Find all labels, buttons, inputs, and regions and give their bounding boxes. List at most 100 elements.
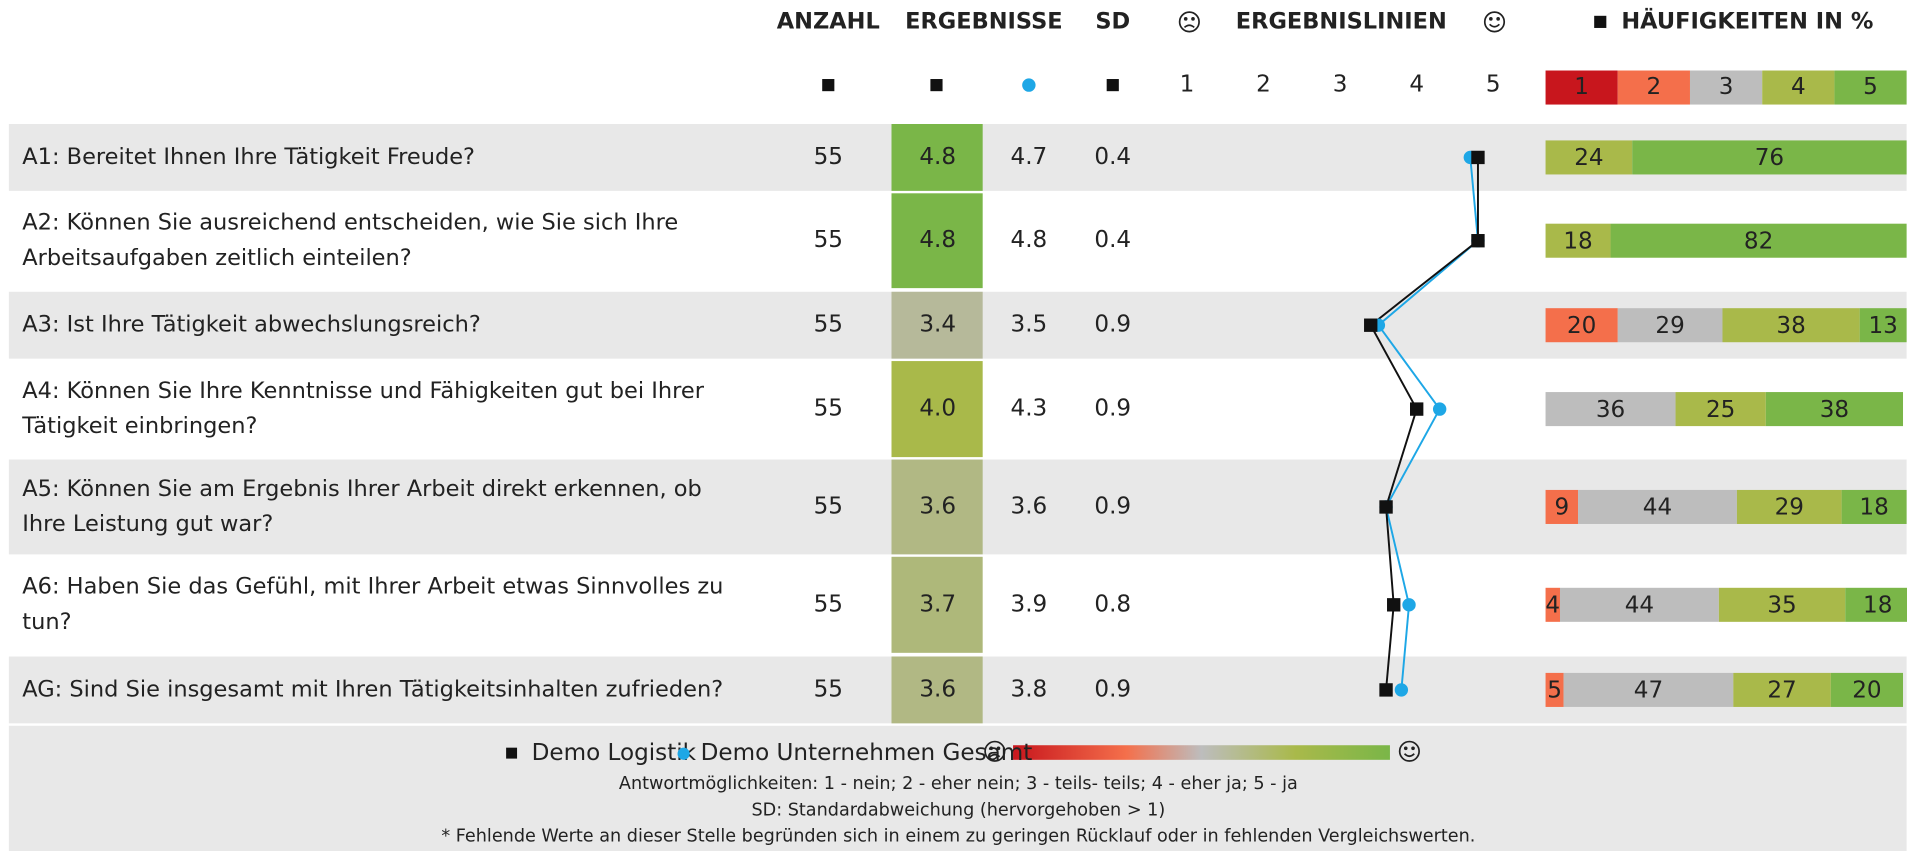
result-cell <box>891 656 983 724</box>
frequency-label: 9 <box>1554 495 1569 521</box>
frequency-segment <box>1718 587 1846 622</box>
result-cell <box>891 124 983 191</box>
scale-label: 1 <box>1180 72 1195 98</box>
sd: 0.8 <box>1094 591 1131 617</box>
result: 4.8 <box>919 144 956 170</box>
legend-label: Demo Logistik <box>532 740 697 766</box>
frequency-label: 4 <box>1545 593 1560 619</box>
note: Antwortmöglichkeiten: 1 - nein; 2 - eher… <box>619 774 1298 794</box>
footer-bg <box>8 725 1907 851</box>
result-point <box>1364 318 1378 332</box>
comparison-point <box>1432 402 1447 416</box>
frequency-label: 36 <box>1596 397 1625 423</box>
legend-happy <box>1398 740 1420 762</box>
question: A6: Haben Sie das Gefühl, mit Ihrer Arbe… <box>22 574 723 600</box>
frequency-segment <box>1859 308 1907 343</box>
frequency-segment <box>1610 223 1907 258</box>
sd: 0.9 <box>1094 312 1131 338</box>
frequency-segment <box>1841 489 1907 524</box>
frequency-segment <box>1545 587 1560 622</box>
legend-square <box>506 747 518 759</box>
question: tun? <box>22 609 71 635</box>
frequency-label: 18 <box>1859 495 1888 521</box>
question: Ihre Leistung gut war? <box>22 511 273 537</box>
scale-color-label: 4 <box>1791 74 1806 100</box>
question: A5: Können Sie am Ergebnis Ihrer Arbeit … <box>22 476 702 502</box>
frequency-segment <box>1545 223 1611 258</box>
frequency-segment <box>1545 489 1579 524</box>
frequency-segment <box>1545 392 1676 427</box>
comparison: 4.7 <box>1011 144 1048 170</box>
question: AG: Sind Sie insgesamt mit Ihren Tätigke… <box>22 676 723 702</box>
result-point <box>1471 150 1485 165</box>
note: SD: Standardabweichung (hervorgehoben > … <box>751 800 1165 820</box>
legend-label: Demo Unternehmen Gesamt <box>701 740 1033 766</box>
result-point <box>1410 402 1424 416</box>
scale-color <box>1762 70 1835 105</box>
scale-color-label: 1 <box>1574 74 1589 100</box>
scale-color <box>1617 70 1690 105</box>
sad-face <box>1178 11 1200 33</box>
header-sd: SD <box>1095 8 1130 34</box>
comparison: 3.5 <box>1011 312 1048 338</box>
question: Arbeitsaufgaben zeitlich einteilen? <box>22 245 411 271</box>
frequency-segment <box>1545 140 1633 175</box>
result: 3.4 <box>919 312 956 338</box>
header-frequencies: HÄUFIGKEITEN IN % <box>1621 6 1873 34</box>
frequency-label: 29 <box>1655 313 1684 339</box>
count: 55 <box>814 676 843 702</box>
frequency-label: 38 <box>1776 313 1805 339</box>
result-cell <box>891 556 983 653</box>
col-square <box>930 79 943 92</box>
sd: 0.9 <box>1094 493 1131 519</box>
frequency-label: 25 <box>1706 397 1735 423</box>
frequency-label: 82 <box>1744 228 1773 254</box>
frequency-segment <box>1563 672 1734 707</box>
header-count: ANZAHL <box>777 8 880 34</box>
legend-gradient <box>1013 745 1390 760</box>
header-lines: ERGEBNISLINIEN <box>1236 8 1447 34</box>
scale-color <box>1834 70 1907 105</box>
col-square <box>822 79 835 92</box>
frequency-label: 35 <box>1767 593 1796 619</box>
question: Tätigkeit einbringen? <box>21 413 257 439</box>
result: 3.6 <box>919 676 956 702</box>
scale-color-label: 2 <box>1647 74 1662 100</box>
result-point <box>1379 500 1393 514</box>
frequency-label: 29 <box>1775 495 1804 521</box>
frequency-label: 5 <box>1547 678 1562 704</box>
result-cell <box>891 459 983 555</box>
count: 55 <box>814 144 843 170</box>
happy-face <box>1483 11 1506 33</box>
frequency-segment <box>1632 140 1907 175</box>
result-point <box>1379 683 1393 697</box>
sd: 0.9 <box>1094 676 1131 702</box>
frequency-label: 27 <box>1767 678 1796 704</box>
frequency-label: 18 <box>1863 593 1892 619</box>
frequency-label: 44 <box>1643 495 1672 521</box>
header-results: ERGEBNISSE <box>905 8 1063 34</box>
result: 4.8 <box>919 227 956 253</box>
frequency-label: 38 <box>1820 397 1849 423</box>
comparison: 4.8 <box>1011 227 1048 253</box>
frequency-segment <box>1722 308 1860 343</box>
frequency-segment <box>1845 587 1907 622</box>
frequency-segment <box>1545 672 1564 707</box>
scale-label: 2 <box>1256 72 1271 98</box>
comparison-point <box>1402 598 1416 612</box>
frequency-label: 18 <box>1563 228 1592 254</box>
frequency-segment <box>1675 392 1766 427</box>
frequency-segment <box>1617 308 1723 343</box>
count: 55 <box>814 227 843 253</box>
comparison: 3.8 <box>1011 676 1048 702</box>
frequency-segment <box>1578 489 1737 524</box>
count: 55 <box>814 493 843 519</box>
comparison: 3.6 <box>1011 493 1048 519</box>
frequency-label: 47 <box>1634 678 1663 704</box>
frequency-segment <box>1545 308 1618 343</box>
result: 4.0 <box>919 396 956 422</box>
scale-color-label: 5 <box>1863 74 1878 100</box>
result-cell <box>891 193 983 289</box>
frequency-label: 20 <box>1567 313 1596 339</box>
